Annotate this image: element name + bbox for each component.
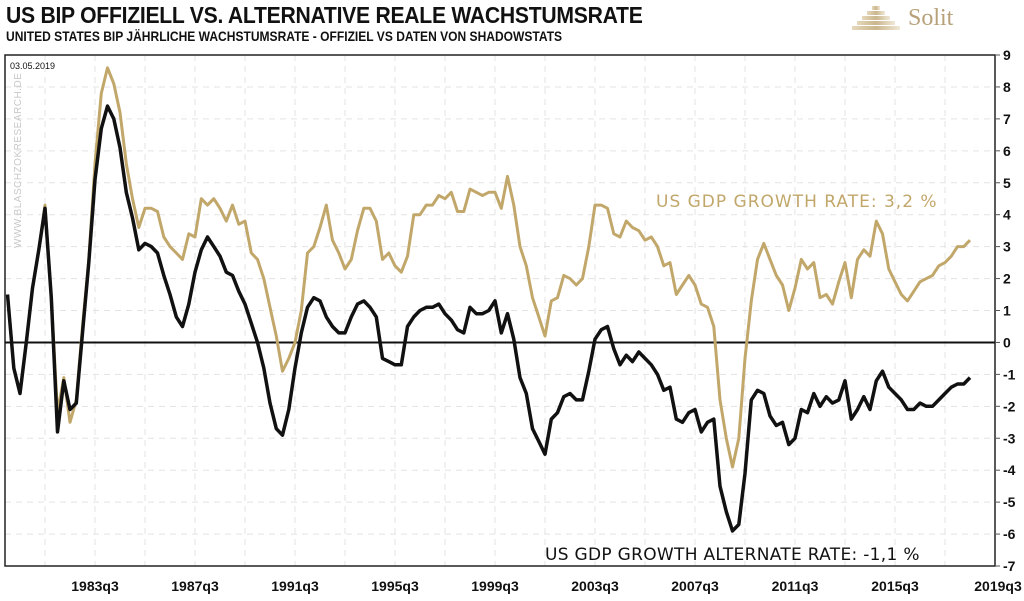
x-tick-label: 2011q3: [772, 578, 819, 594]
x-tick-label: 2019q3: [974, 578, 1022, 594]
y-tick-label: -6: [1003, 526, 1016, 542]
x-tick-label: 2003q3: [571, 578, 619, 594]
chart-subtitle: UNITED STATES BIP JÄHRLICHE WACHSTUMSRAT…: [6, 28, 563, 44]
official-rate-annotation: US GDP GROWTH RATE: 3,2 %: [656, 192, 938, 212]
alternate-rate-annotation: US GDP GROWTH ALTERNATE RATE: -1,1 %: [545, 545, 920, 565]
y-axis: 9 8 7 6 5 4 3 2 1 0 -1 -2 -3 -4 -5 -6 -7: [995, 47, 1016, 574]
y-tick-label: 1: [1003, 303, 1011, 319]
y-tick-label: 0: [1003, 334, 1011, 350]
x-tick-label: 1987q3: [171, 578, 219, 594]
y-tick-label: 7: [1003, 111, 1011, 127]
y-tick-label: 4: [1003, 207, 1011, 223]
y-tick-label: 5: [1003, 175, 1011, 191]
y-tick-label: -4: [1003, 462, 1016, 478]
y-tick-label: -7: [1003, 558, 1016, 574]
pyramid-icon: [852, 6, 900, 30]
official-growth-line: [6, 66, 972, 469]
y-tick-label: 2: [1003, 271, 1011, 287]
logo-text: Solit: [908, 5, 954, 31]
y-tick-label: -2: [1003, 398, 1016, 414]
x-tick-label: 2007q3: [671, 578, 719, 594]
y-tick-label: -1: [1003, 366, 1016, 382]
x-axis: 1983q3 1987q3 1991q3 1995q3 1999q3 2003q3 2007…: [71, 578, 1022, 594]
x-tick-label: 1991q3: [271, 578, 319, 594]
x-tick-label: 1999q3: [471, 578, 519, 594]
x-tick-label: 1995q3: [371, 578, 419, 594]
x-tick-label: 2015q3: [871, 578, 919, 594]
y-tick-label: 8: [1003, 79, 1011, 95]
y-tick-label: 3: [1003, 239, 1011, 255]
y-tick-label: 6: [1003, 143, 1011, 159]
grid: [5, 55, 995, 566]
solit-logo: Solit: [848, 2, 1018, 38]
series-group: [5, 66, 972, 533]
y-tick-label: -3: [1003, 430, 1016, 446]
x-tick-label: 1983q3: [71, 578, 119, 594]
chart-title: US BIP OFFIZIELL VS. ALTERNATIVE REALE W…: [6, 2, 643, 28]
date-stamp: 03.05.2019: [10, 61, 55, 71]
y-tick-label: -5: [1003, 494, 1016, 510]
alternate-growth-line: [5, 104, 972, 533]
watermark: WWW.BLASCHZOKRESEARCH.DE: [13, 73, 24, 248]
y-tick-label: 9: [1003, 47, 1011, 63]
